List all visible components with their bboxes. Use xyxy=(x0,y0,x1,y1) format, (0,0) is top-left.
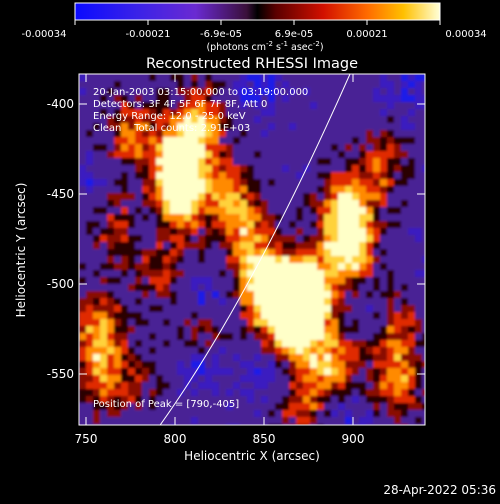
x-tick-label: 750 xyxy=(75,432,98,446)
colorbar-tick-label: -0.00034 xyxy=(22,29,67,40)
y-tick-label: -550 xyxy=(47,367,74,381)
x-axis-tick-labels: 750 800 850 900 xyxy=(75,432,365,446)
annotation-clean-counts: Clean Total counts: 2.91E+03 xyxy=(93,123,250,134)
rhessi-image xyxy=(79,74,425,425)
colorbar-units: (photons cm-2 s-1 asec-2) xyxy=(206,40,323,53)
x-tick-label: 800 xyxy=(164,432,187,446)
colorbar-ticks xyxy=(74,20,441,25)
x-tick-label: 850 xyxy=(253,432,276,446)
annotation-energy-range: Energy Range: 12.0 - 25.0 keV xyxy=(93,111,246,122)
x-axis-label: Heliocentric X (arcsec) xyxy=(184,449,320,463)
x-axis-ticks xyxy=(85,74,354,425)
plot-title: Reconstructed RHESSI Image xyxy=(146,56,358,72)
colorbar-tick-labels: -0.00034 -0.00021 -6.9e-05 6.9e-05 0.000… xyxy=(22,29,487,40)
annotation-peak-position: Position of Peak = [790,-405] xyxy=(93,399,239,410)
colorbar-tick-label: 0.00021 xyxy=(346,29,387,40)
x-tick-label: 900 xyxy=(342,432,365,446)
y-tick-label: -450 xyxy=(47,187,74,201)
y-tick-label: -500 xyxy=(47,277,74,291)
colorbar-tick-label: 0.00034 xyxy=(445,29,486,40)
y-axis-tick-labels: -400 -450 -500 -550 xyxy=(47,97,74,381)
y-tick-label: -400 xyxy=(47,97,74,111)
plot-frame xyxy=(78,73,426,426)
colorbar-tick-label: -6.9e-05 xyxy=(200,29,242,40)
annotation-time-range: 20-Jan-2003 03:15:00.000 to 03:19:00.000 xyxy=(93,87,308,98)
annotation-detectors: Detectors: 3F 4F 5F 6F 7F 8F, Att 0 xyxy=(93,99,267,110)
y-axis-ticks xyxy=(79,103,425,375)
annotations: 20-Jan-2003 03:15:00.000 to 03:19:00.000… xyxy=(93,87,308,410)
colorbar xyxy=(74,2,441,21)
colorbar-tick-label: -0.00021 xyxy=(126,29,171,40)
y-axis-label: Heliocentric Y (arcsec) xyxy=(14,183,28,318)
footer-date: 28-Apr-2022 05:36 xyxy=(383,483,496,497)
colorbar-tick-label: 6.9e-05 xyxy=(275,29,313,40)
solar-limb-curve xyxy=(159,74,351,425)
